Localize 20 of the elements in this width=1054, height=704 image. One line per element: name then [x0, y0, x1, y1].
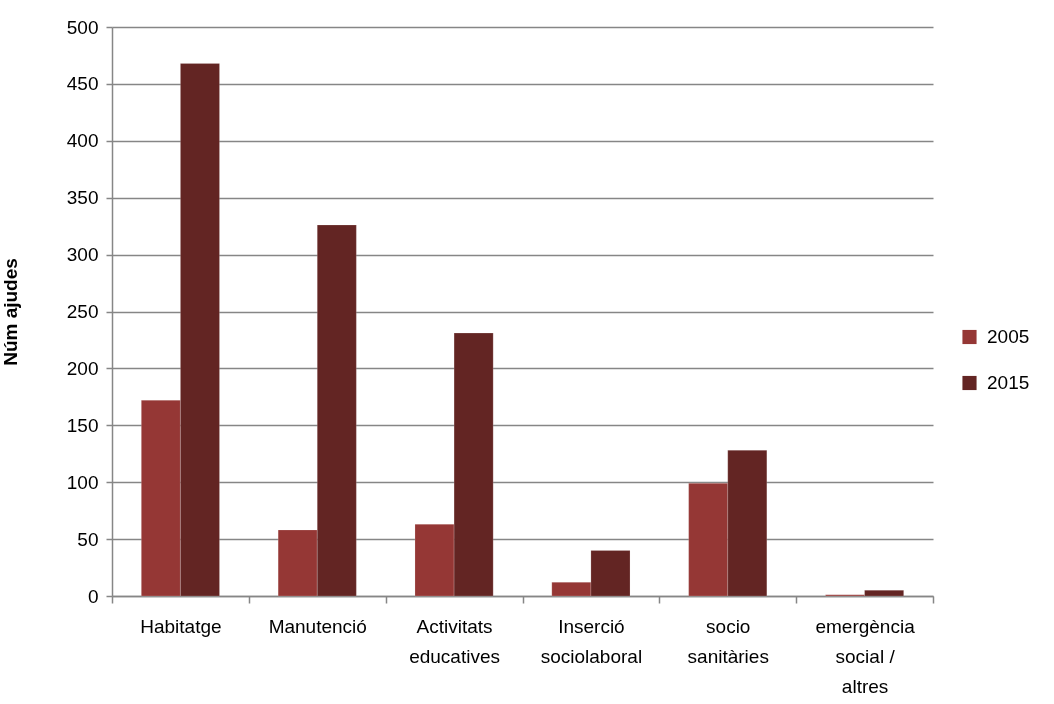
- y-tick-label: 250: [66, 301, 99, 322]
- legend-label: 2005: [987, 326, 1030, 347]
- y-tick-label: 300: [66, 244, 99, 266]
- x-tick-label: Inserció sociolaboral: [540, 615, 643, 667]
- x-tick-label: Manutenció: [268, 615, 367, 637]
- y-tick-label: 50: [77, 528, 99, 550]
- x-tick-label: emergència social / altres: [815, 615, 916, 697]
- y-tick-label: 200: [66, 357, 99, 379]
- y-tick-label: 100: [66, 471, 99, 493]
- x-tick-label: Habitatge: [140, 615, 222, 637]
- y-tick-label: 450: [66, 73, 99, 95]
- y-tick-label: 350: [66, 187, 99, 209]
- y-tick-label: 0: [87, 585, 99, 607]
- x-tick-label: socio sanitàries: [687, 615, 769, 667]
- x-tick-label: Activitats educatives: [409, 615, 501, 667]
- y-tick-label: 150: [66, 414, 99, 436]
- y-tick-label: 400: [66, 130, 99, 152]
- legend-label: 2015: [987, 372, 1030, 393]
- y-axis-title: Núm ajudes: [0, 258, 21, 366]
- y-tick-label: 500: [66, 16, 99, 38]
